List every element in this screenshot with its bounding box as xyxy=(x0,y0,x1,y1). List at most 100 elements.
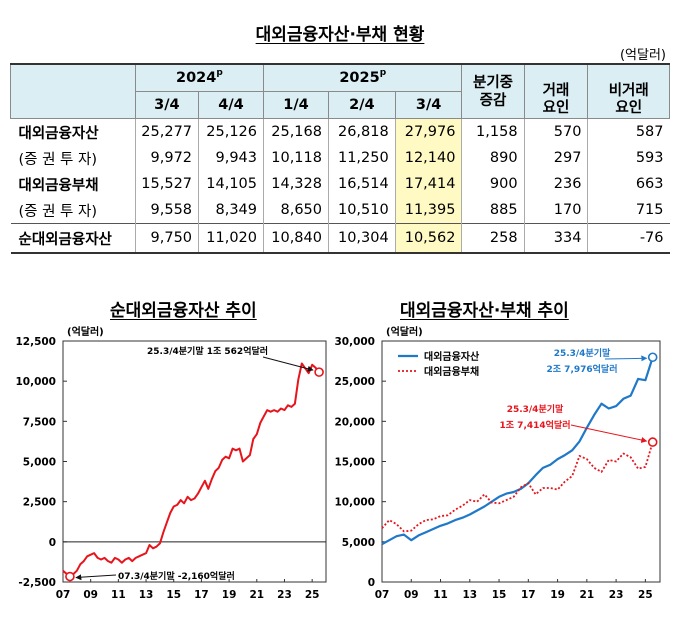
header-quarter: 2/4 xyxy=(328,91,396,119)
x-tick-label: 25 xyxy=(638,589,653,601)
annotation-assets-line2: 2조 7,976억달러 xyxy=(547,363,618,375)
header-trade: 거래 요인 xyxy=(523,63,589,119)
annotation-assets-line1: 25.3/4분기말 xyxy=(554,347,611,359)
financial-table: 2024p 2025p 분기중 증감 거래 요인 비거래 요인 3/4 4/4 1/4… xyxy=(10,63,670,254)
table-unit: (억달러) xyxy=(619,48,666,63)
table-cell: 9,943 xyxy=(198,145,264,171)
legend-label-liabilities: 대외금융부채 xyxy=(424,365,479,378)
header-quarter: 3/4 xyxy=(394,91,463,119)
row-label: (증 권 투 자) xyxy=(18,203,98,220)
y-tick-label: 15,000 xyxy=(334,457,375,469)
end-point-marker xyxy=(314,367,324,377)
y-tick-label: 7,500 xyxy=(23,416,56,428)
y-tick-label: 20,000 xyxy=(334,416,375,428)
x-tick-label: 07 xyxy=(56,589,71,601)
header-change: 분기중 증감 xyxy=(461,63,525,119)
legend-label-assets: 대외금융자산 xyxy=(424,350,480,363)
y-axis-unit: (억달러) xyxy=(67,325,104,338)
table-cell: 715 xyxy=(587,197,670,224)
header-quarter: 3/4 xyxy=(134,91,200,119)
x-tick-label: 17 xyxy=(194,589,209,601)
header-corner xyxy=(10,63,136,119)
header-year-2024: 2024p xyxy=(134,63,265,92)
table-cell: 17,414 xyxy=(394,171,462,197)
table-cell: 11,020 xyxy=(198,223,264,254)
table-cell: 334 xyxy=(523,223,588,254)
x-tick-label: 21 xyxy=(249,589,264,601)
annotation-arrow xyxy=(75,574,117,581)
row-label: 대외금융부채 xyxy=(18,177,99,194)
table-cell: 25,277 xyxy=(134,118,199,145)
x-tick-label: 19 xyxy=(550,589,565,601)
table-cell: 297 xyxy=(523,145,588,171)
table-row: 대외금융부채 15,527 14,105 14,328 16,514 17,414 900 2… xyxy=(11,171,670,197)
table-row: (증 권 투 자) 9,972 9,943 10,118 11,250 12,140 890… xyxy=(11,145,670,171)
table-cell: 9,972 xyxy=(134,145,199,171)
x-tick-label: 25 xyxy=(305,589,320,601)
table-title: 대외금융자산·부채 현황 xyxy=(255,25,425,45)
x-tick-label: 09 xyxy=(83,589,98,601)
y-tick-label: 0 xyxy=(368,577,375,589)
table-cell: 900 xyxy=(461,171,525,197)
header-year-2025: 2025p xyxy=(263,63,463,92)
table-cell: 587 xyxy=(587,118,670,145)
annotation-end: 25.3/4분기말 1조 562억달러 xyxy=(147,345,268,357)
table-cell: 9,750 xyxy=(134,223,199,254)
annotation-min: 07.3/4분기말 -2,160억달러 xyxy=(118,570,235,582)
header-nontrade: 비거래 요인 xyxy=(587,63,670,119)
chart1-title: 순대외금융자산 추이 xyxy=(110,301,257,321)
x-tick-label: 13 xyxy=(139,589,154,601)
annotation-liab-line1: 25.3/4분기말 xyxy=(507,403,564,415)
x-tick-label: 07 xyxy=(375,589,390,601)
table-cell: 8,349 xyxy=(198,197,264,224)
table-cell: 25,126 xyxy=(198,118,264,145)
table-cell: 26,818 xyxy=(328,118,396,145)
x-tick-label: 19 xyxy=(222,589,237,601)
table-cell: 258 xyxy=(461,223,525,254)
annotation-arrow xyxy=(262,356,314,372)
row-label: 대외금융자산 xyxy=(18,125,99,142)
table-cell: 11,395 xyxy=(394,197,462,224)
table-cell: -76 xyxy=(587,223,670,254)
table-cell: 1,158 xyxy=(461,118,525,145)
row-label: (증 권 투 자) xyxy=(18,151,98,168)
series-line-liabilities xyxy=(381,441,654,533)
x-tick-label: 11 xyxy=(111,589,126,601)
table-row: (증 권 투 자) 9,558 8,349 8,650 10,510 11,395 885 1… xyxy=(11,197,670,224)
table-cell: 9,558 xyxy=(134,197,199,224)
table-cell: 570 xyxy=(523,118,588,145)
annotation-arrow xyxy=(570,424,648,443)
table-cell: 885 xyxy=(461,197,525,224)
y-tick-label: -2,500 xyxy=(18,577,56,589)
x-tick-label: 13 xyxy=(462,589,477,601)
table-row: 순대외금융자산 9,750 11,020 10,840 10,304 10,562 258 3… xyxy=(10,223,670,254)
y-tick-label: 0 xyxy=(49,537,56,549)
header-quarter: 1/4 xyxy=(263,91,329,119)
series-line-assets xyxy=(381,356,654,546)
table-cell: 170 xyxy=(523,197,588,224)
y-tick-label: 5,000 xyxy=(342,537,375,549)
x-tick-label: 21 xyxy=(580,589,595,601)
x-tick-label: 11 xyxy=(433,589,448,601)
table-cell: 236 xyxy=(523,171,588,197)
y-tick-label: 12,500 xyxy=(15,336,56,348)
table-cell: 11,250 xyxy=(328,145,396,171)
table-cell: 16,514 xyxy=(328,171,396,197)
y-tick-label: 10,000 xyxy=(334,497,375,509)
series-line-net-assets xyxy=(62,362,320,578)
row-label: 순대외금융자산 xyxy=(10,223,136,254)
min-point-marker xyxy=(65,571,75,582)
table-cell: 12,140 xyxy=(394,145,462,171)
table-cell: 15,527 xyxy=(134,171,199,197)
table-cell: 890 xyxy=(461,145,525,171)
table-cell: 663 xyxy=(587,171,670,197)
table-cell: 10,840 xyxy=(263,223,329,254)
table-cell: 25,168 xyxy=(263,118,329,145)
table-cell: 593 xyxy=(587,145,670,171)
x-tick-label: 15 xyxy=(492,589,507,601)
header-quarter: 4/4 xyxy=(198,91,265,119)
table-cell: 8,650 xyxy=(263,197,329,224)
x-tick-label: 15 xyxy=(166,589,181,601)
y-tick-label: 2,500 xyxy=(23,497,56,509)
